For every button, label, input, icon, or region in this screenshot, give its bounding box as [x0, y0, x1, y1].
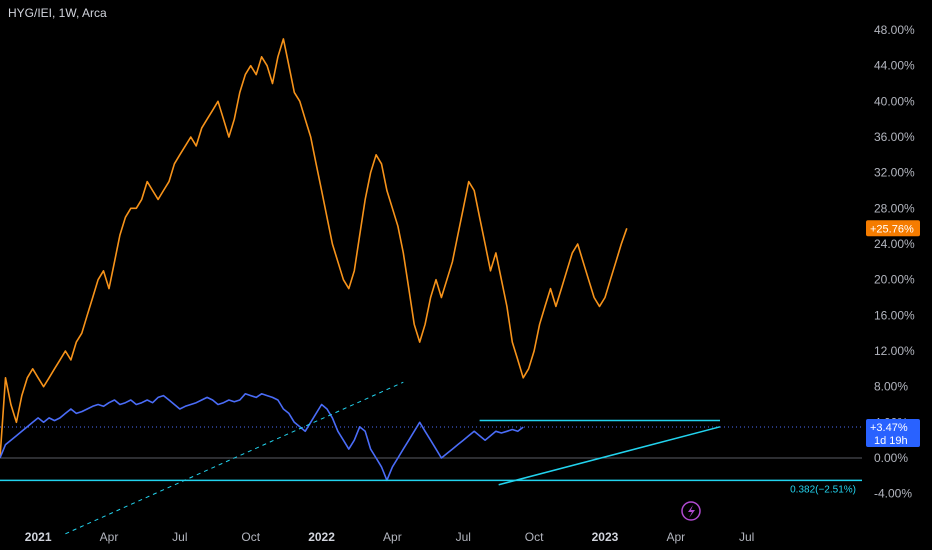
y-tick-label: 8.00%: [874, 380, 908, 394]
x-tick-label: Apr: [383, 530, 402, 544]
last-value-badges: +25.76% +3.47%1d 19h: [866, 220, 920, 448]
orange-last-value-badge: [866, 220, 920, 237]
y-tick-label: 48.00%: [874, 23, 915, 37]
y-tick-label: -4.00%: [874, 487, 912, 501]
x-tick-label: Apr: [666, 530, 685, 544]
x-tick-label: Oct: [241, 530, 260, 544]
orange-series-line: [0, 38, 628, 459]
x-tick-label: Jul: [456, 530, 471, 544]
x-tick-label: 2023: [592, 530, 619, 544]
y-tick-label: 44.00%: [874, 59, 915, 73]
y-tick-label: 20.00%: [874, 273, 915, 287]
y-axis: 48.00% 44.00% 40.00% 36.00% 32.00% 28.00% 24.0…: [874, 23, 915, 501]
x-tick-label: 2021: [25, 530, 52, 544]
dashed-trendline[interactable]: [65, 381, 404, 535]
y-tick-label: 40.00%: [874, 94, 915, 108]
x-tick-label: Apr: [100, 530, 119, 544]
x-tick-label: 2022: [308, 530, 335, 544]
y-tick-label: 28.00%: [874, 201, 915, 215]
flash-icon[interactable]: [681, 501, 701, 521]
y-tick-label: 32.00%: [874, 166, 915, 180]
blue-last-value-badge: [866, 419, 920, 448]
series-layer: [0, 38, 628, 482]
annotation-layer: 0.382(−2.51%): [0, 381, 862, 535]
orange-last-value-label: +25.76%: [870, 223, 914, 235]
countdown-label: 1d 19h: [874, 435, 908, 447]
y-tick-label: 36.00%: [874, 130, 915, 144]
blue-last-value-label: +3.47%: [870, 422, 908, 434]
x-tick-label: Oct: [525, 530, 544, 544]
chart-title: HYG/IEI, 1W, Arca: [8, 6, 107, 20]
y-tick-label: 16.00%: [874, 308, 915, 322]
y-tick-label: 24.00%: [874, 237, 915, 251]
x-tick-label: Jul: [172, 530, 187, 544]
y-tick-label: 12.00%: [874, 344, 915, 358]
x-axis: 2021 Apr Jul Oct 2022 Apr Jul Oct 2023 Apr Jul: [25, 530, 755, 544]
blue-series-line: [0, 392, 524, 482]
rising-trendline[interactable]: [498, 426, 721, 486]
x-tick-label: Jul: [739, 530, 754, 544]
fib-level-label: 0.382(−2.51%): [790, 484, 856, 495]
y-tick-label: 0.00%: [874, 451, 908, 465]
